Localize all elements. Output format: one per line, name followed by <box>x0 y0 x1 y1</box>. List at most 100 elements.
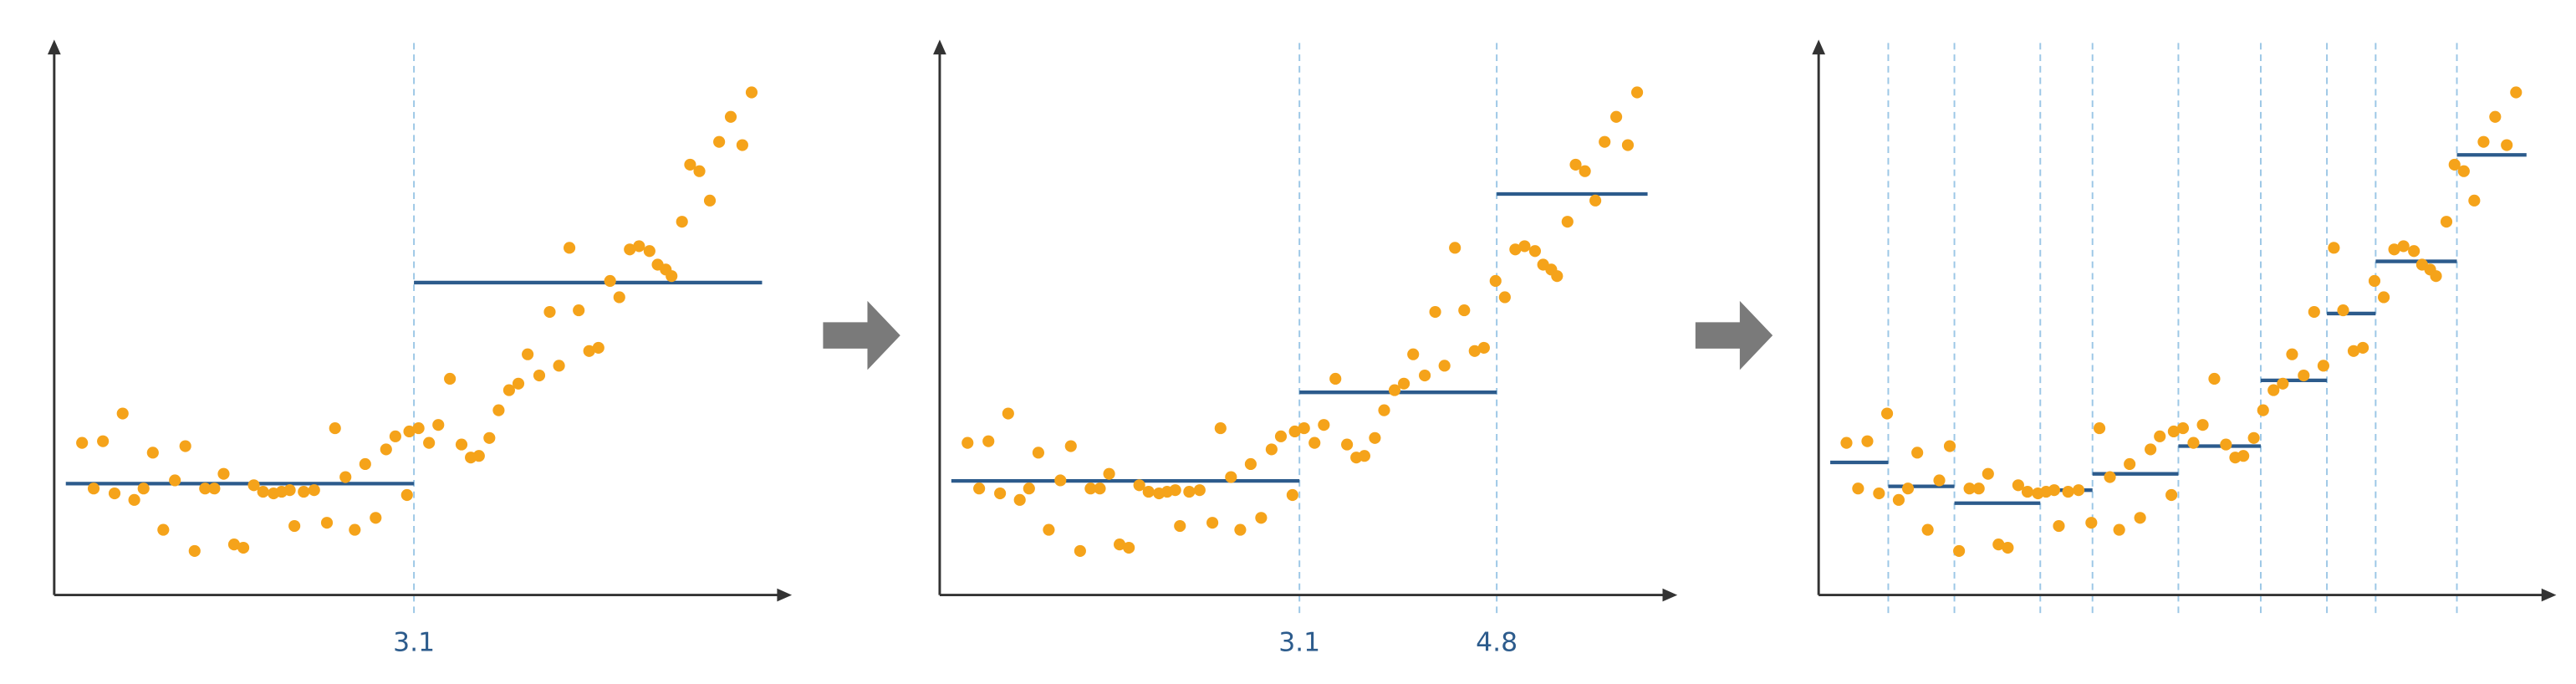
data-point <box>1074 544 1086 558</box>
data-point <box>2308 305 2320 319</box>
data-point <box>1599 135 1611 148</box>
data-point <box>2124 457 2136 471</box>
data-point <box>247 479 260 492</box>
data-point <box>1840 436 1853 449</box>
data-point <box>1094 482 1106 495</box>
data-point <box>2489 110 2502 123</box>
data-point <box>583 345 595 357</box>
data-point <box>2267 384 2280 396</box>
data-point <box>227 539 241 551</box>
data-point <box>444 372 457 385</box>
data-point <box>1477 341 1490 354</box>
data-point <box>1084 482 1097 495</box>
data-point <box>2053 519 2065 533</box>
y-axis-arrow <box>933 39 946 55</box>
data-point <box>2368 274 2381 288</box>
data-point <box>1933 474 1946 487</box>
data-point <box>1852 482 1864 495</box>
data-point <box>1631 86 1644 99</box>
data-point <box>1388 384 1401 396</box>
data-point <box>1358 450 1370 462</box>
data-point <box>1234 523 1247 536</box>
data-point <box>2176 422 2190 435</box>
data-point <box>1407 348 1420 360</box>
data-point <box>724 110 737 123</box>
data-point <box>1032 447 1044 459</box>
x-axis-arrow <box>2541 588 2557 602</box>
data-point <box>1489 274 1502 288</box>
data-point <box>1892 493 1905 506</box>
data-point <box>982 435 995 447</box>
data-point <box>1911 447 1924 459</box>
data-point <box>2457 165 2470 177</box>
data-point <box>533 369 546 382</box>
data-point <box>2104 471 2116 483</box>
data-point <box>97 435 110 447</box>
data-point <box>208 482 221 495</box>
arrow <box>823 300 900 370</box>
data-point <box>1953 544 1966 558</box>
arrow <box>1695 300 1773 370</box>
data-point <box>1509 243 1522 256</box>
data-point <box>2501 139 2513 151</box>
data-point <box>1518 240 1531 253</box>
data-point <box>2093 422 2106 435</box>
data-point <box>994 487 1007 500</box>
data-point <box>2440 216 2453 228</box>
data-point <box>1174 519 1186 533</box>
data-point <box>1123 541 1135 554</box>
data-point <box>1206 517 1219 529</box>
data-point <box>380 443 392 456</box>
data-point <box>2347 345 2360 357</box>
data-point <box>1579 165 1591 177</box>
data-point <box>1921 523 1934 536</box>
data-point <box>169 474 181 487</box>
data-point <box>2145 443 2157 456</box>
data-point <box>736 139 748 151</box>
data-point <box>1621 139 1635 151</box>
data-point <box>2134 512 2146 524</box>
data-point <box>624 243 636 256</box>
data-point <box>2468 194 2481 207</box>
data-point <box>432 419 445 431</box>
data-point <box>1286 488 1298 502</box>
data-point <box>1369 431 1381 444</box>
data-point <box>1023 482 1035 495</box>
data-point <box>1458 304 1471 317</box>
data-point <box>199 482 212 495</box>
data-point <box>502 384 515 396</box>
data-point <box>643 245 655 258</box>
data-point <box>1298 422 1310 435</box>
data-point <box>288 519 301 533</box>
data-point <box>2165 488 2178 502</box>
data-point <box>87 482 100 495</box>
data-point <box>713 135 726 148</box>
data-point <box>2237 450 2250 462</box>
data-point <box>283 484 296 497</box>
data-point <box>128 493 140 506</box>
data-point <box>2113 523 2125 536</box>
data-point <box>339 471 352 483</box>
data-point <box>2220 438 2232 451</box>
data-point <box>703 194 717 207</box>
data-point <box>2257 404 2269 416</box>
data-point <box>962 436 974 449</box>
data-point <box>1429 305 1441 319</box>
data-point <box>573 304 585 317</box>
data-point <box>2277 377 2289 390</box>
data-point <box>553 360 565 372</box>
data-point <box>1551 270 1563 283</box>
data-point <box>76 436 89 449</box>
data-point <box>298 486 310 498</box>
data-point <box>2317 360 2329 372</box>
data-point <box>412 422 425 435</box>
data-point <box>2048 484 2060 497</box>
data-point <box>1043 523 1055 536</box>
data-point <box>1589 194 1602 207</box>
data-point <box>1873 487 1885 500</box>
data-point <box>1214 422 1227 435</box>
data-point <box>1561 216 1574 228</box>
data-point <box>564 242 576 254</box>
data-point <box>2477 135 2490 148</box>
